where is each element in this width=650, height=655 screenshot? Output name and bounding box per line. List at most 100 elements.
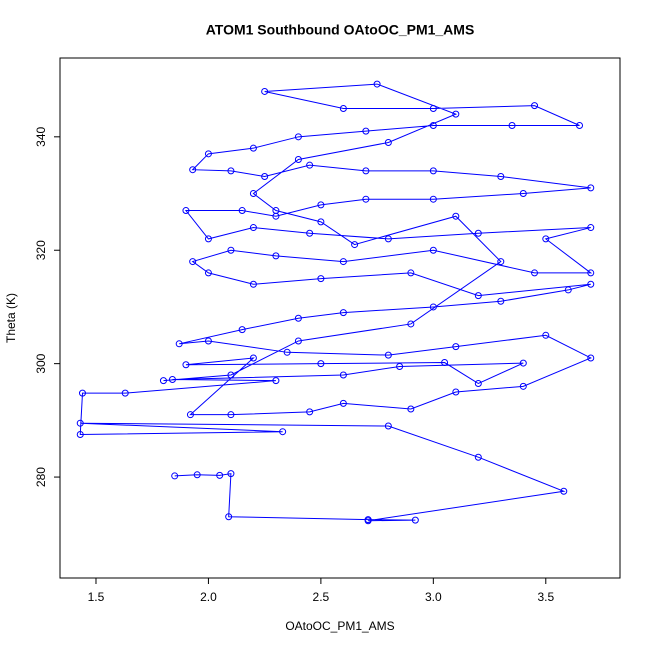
data-point — [227, 470, 235, 478]
data-point — [587, 269, 595, 277]
x-tick-label: 2.5 — [313, 590, 330, 604]
data-point — [317, 218, 325, 226]
data-point — [216, 471, 224, 479]
data-point — [351, 241, 359, 249]
data-point — [373, 80, 381, 88]
data-point — [272, 207, 280, 215]
data-point — [384, 235, 392, 243]
x-tick-label: 1.5 — [88, 590, 105, 604]
data-point — [294, 133, 302, 141]
data-point — [317, 201, 325, 209]
data-point — [249, 354, 257, 362]
data-point — [587, 184, 595, 192]
data-point — [474, 229, 482, 237]
data-point — [429, 246, 437, 254]
data-point — [497, 173, 505, 181]
data-point — [339, 399, 347, 407]
data-point — [204, 150, 212, 158]
data-point — [249, 224, 257, 232]
data-point — [249, 280, 257, 288]
data-point — [227, 167, 235, 175]
data-point — [317, 360, 325, 368]
data-point — [497, 258, 505, 266]
data-line — [79, 83, 593, 522]
data-point — [429, 195, 437, 203]
data-point — [204, 337, 212, 345]
data-point — [227, 411, 235, 419]
data-point — [249, 144, 257, 152]
data-point — [407, 320, 415, 328]
data-point — [339, 258, 347, 266]
data-point — [362, 195, 370, 203]
data-point — [261, 87, 269, 95]
x-axis-label: OAtoOC_PM1_AMS — [285, 619, 394, 633]
data-point — [272, 252, 280, 260]
x-tick-label: 3.0 — [425, 590, 442, 604]
data-point — [396, 362, 404, 370]
data-point — [317, 275, 325, 283]
data-point — [362, 127, 370, 135]
data-point — [497, 297, 505, 305]
data-point — [429, 121, 437, 129]
data-point — [411, 516, 419, 524]
data-point — [564, 286, 572, 294]
data-point — [560, 487, 568, 495]
data-point — [193, 471, 201, 479]
data-point — [227, 246, 235, 254]
data-point — [189, 258, 197, 266]
data-point — [76, 431, 84, 439]
x-tick-label: 2.0 — [200, 590, 217, 604]
data-point — [474, 292, 482, 300]
data-point — [238, 207, 246, 215]
data-point — [384, 422, 392, 430]
data-point — [189, 166, 197, 174]
data-point — [542, 331, 550, 339]
data-point — [531, 102, 539, 110]
data-point — [364, 517, 372, 525]
data-point — [339, 309, 347, 317]
data-point — [587, 354, 595, 362]
data-point — [474, 379, 482, 387]
data-point — [441, 359, 449, 367]
data-point — [452, 212, 460, 220]
data-point — [204, 235, 212, 243]
data-point — [171, 472, 179, 480]
data-point — [238, 326, 246, 334]
data-point — [294, 314, 302, 322]
data-point — [452, 343, 460, 351]
data-point — [306, 229, 314, 237]
y-tick-label: 300 — [34, 353, 48, 373]
plot-frame — [59, 57, 621, 579]
data-point — [452, 110, 460, 118]
data-point — [279, 428, 287, 436]
data-point — [175, 340, 183, 348]
data-point — [76, 419, 84, 427]
data-point — [121, 389, 129, 397]
data-point — [407, 269, 415, 277]
data-point — [182, 207, 190, 215]
data-point — [204, 269, 212, 277]
y-tick-label: 320 — [34, 240, 48, 260]
data-point — [186, 411, 194, 419]
data-point — [294, 156, 302, 164]
data-point — [339, 371, 347, 379]
data-point — [384, 138, 392, 146]
data-point — [474, 453, 482, 461]
data-point — [339, 104, 347, 112]
y-axis-label: Theta (K) — [4, 293, 18, 343]
data-point — [227, 371, 235, 379]
data-point — [587, 280, 595, 288]
data-point — [159, 377, 167, 385]
y-tick-label: 340 — [34, 126, 48, 146]
data-point — [542, 235, 550, 243]
data-point — [182, 361, 190, 369]
data-point — [249, 190, 257, 198]
data-point — [168, 376, 176, 384]
data-point — [294, 337, 302, 345]
data-point — [531, 269, 539, 277]
data-point — [261, 173, 269, 181]
data-point — [78, 389, 86, 397]
